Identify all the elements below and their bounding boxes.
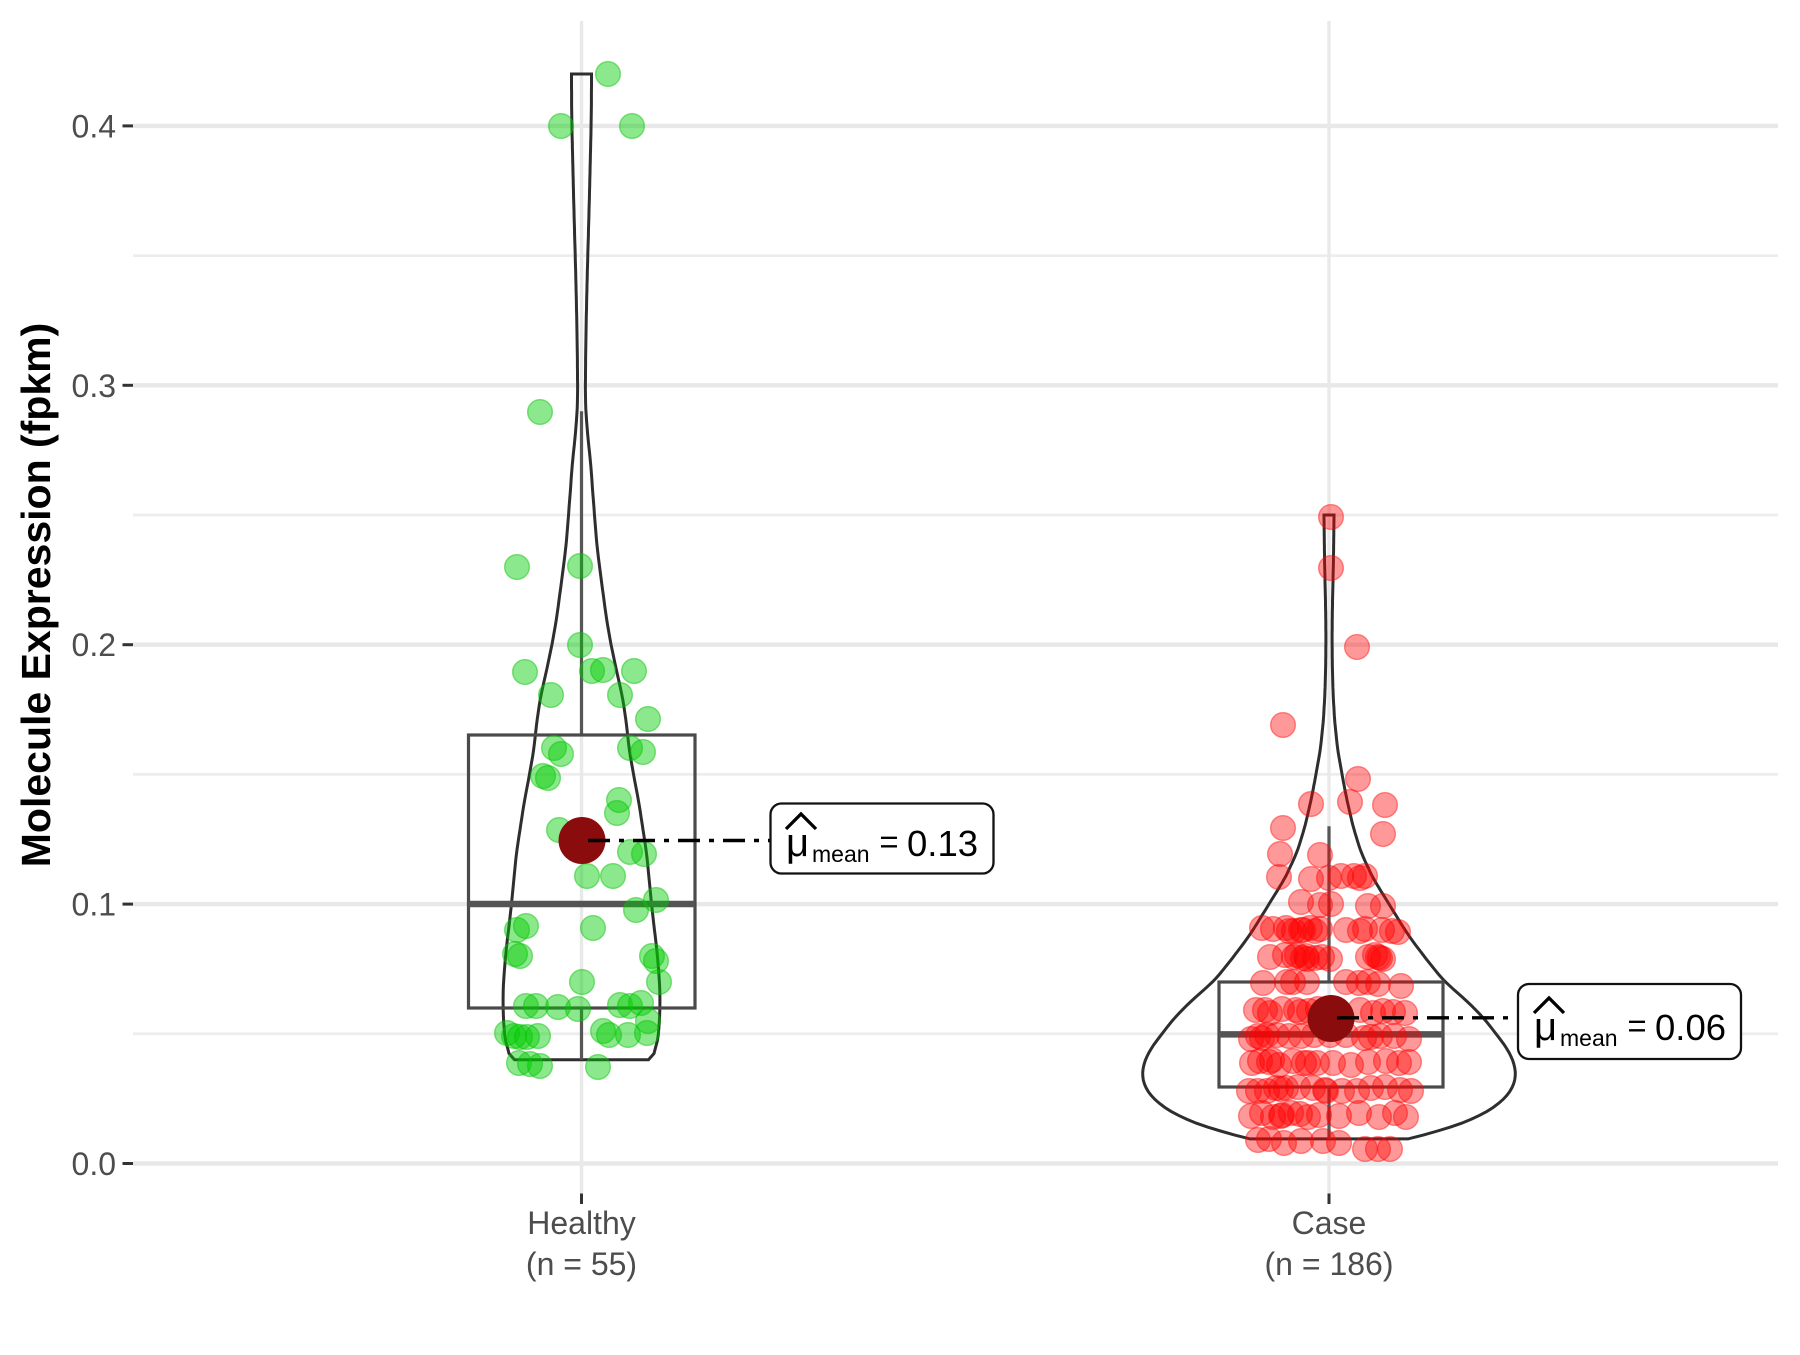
svg-text:(n = 55): (n = 55): [526, 1246, 637, 1282]
svg-text:0.1: 0.1: [72, 887, 116, 923]
svg-text:(n = 186): (n = 186): [1265, 1246, 1394, 1282]
svg-text:0.4: 0.4: [72, 108, 116, 144]
svg-text:Molecule Expression (fpkm): Molecule Expression (fpkm): [13, 323, 59, 868]
svg-text:Case: Case: [1292, 1205, 1367, 1241]
svg-text:μ: μ: [786, 821, 809, 865]
svg-text:μ: μ: [1534, 1005, 1557, 1049]
svg-text:0.0: 0.0: [72, 1146, 116, 1182]
svg-text:Healthy: Healthy: [527, 1205, 636, 1241]
svg-text:0.3: 0.3: [72, 368, 116, 404]
svg-text:mean: mean: [812, 841, 870, 867]
svg-text:0.06: 0.06: [1655, 1007, 1726, 1048]
svg-text:0.13: 0.13: [907, 823, 978, 864]
svg-text:=: =: [879, 823, 898, 860]
svg-text:mean: mean: [1560, 1025, 1618, 1051]
svg-text:=: =: [1627, 1007, 1646, 1044]
svg-text:0.2: 0.2: [72, 627, 116, 663]
